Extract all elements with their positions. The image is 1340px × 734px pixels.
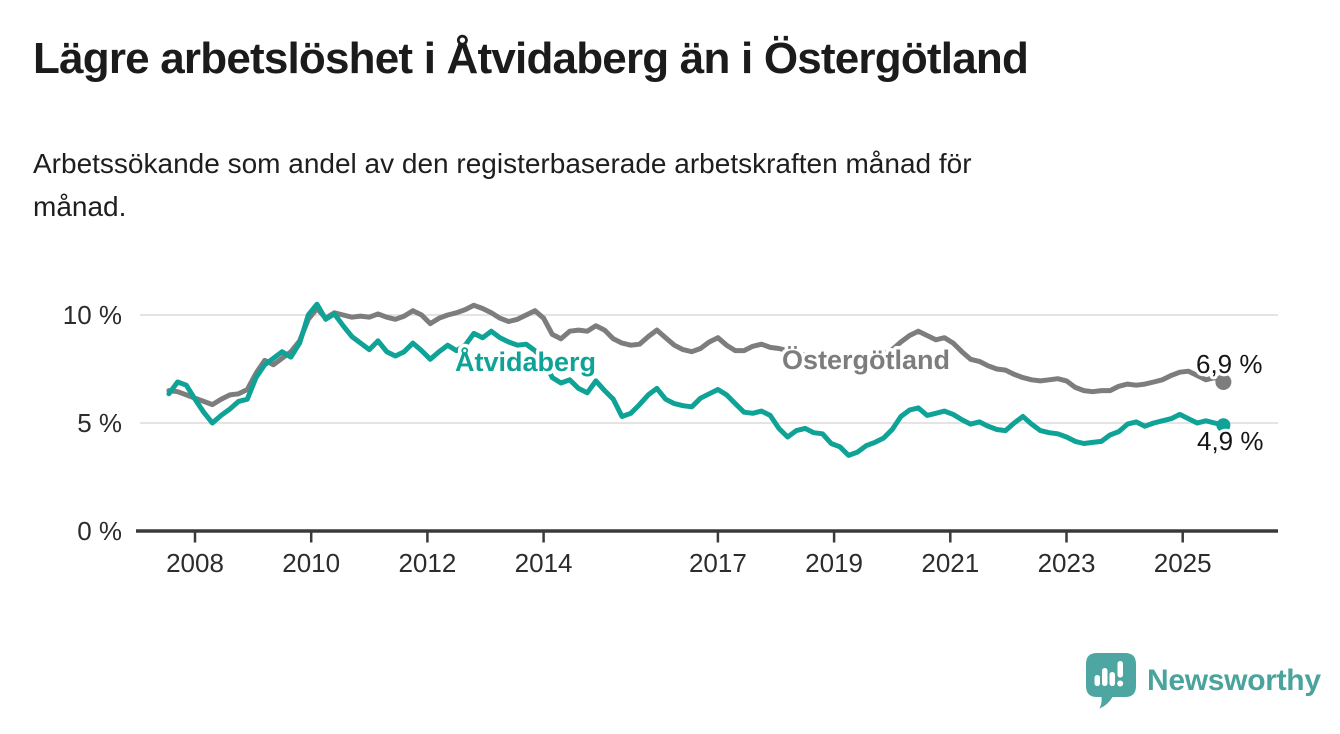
x-tick-label: 2010 xyxy=(282,548,340,578)
chart-series-lines xyxy=(166,301,1232,458)
logo-bar-1 xyxy=(1094,675,1100,686)
end-dot-ostergotland xyxy=(1215,374,1232,390)
chart-grid xyxy=(136,314,1278,543)
x-tick-label: 2017 xyxy=(689,548,747,578)
newsworthy-logo-text: Newsworthy xyxy=(1147,664,1321,697)
x-tick-label: 2019 xyxy=(805,548,863,578)
x-tick-label: 2023 xyxy=(1038,548,1096,578)
end-value-label-ostergotland: 6,9 % xyxy=(1196,349,1263,379)
end-dot-atvidaberg xyxy=(1216,418,1231,433)
series-line-ostergotland xyxy=(166,302,1226,408)
series-label-ostergotland: Östergötland xyxy=(782,345,950,375)
chart-subtitle: Arbetssökande som andel av den registerb… xyxy=(33,148,972,223)
series-line-atvidaberg xyxy=(166,301,1226,458)
chart-axis-labels: 0 % 5 % 10 % 2008 2010 2012 2014 2017 2019 2021 20… xyxy=(63,300,1212,578)
logo-bar-2 xyxy=(1102,668,1108,686)
y-tick-label: 10 % xyxy=(63,300,122,330)
newsworthy-logo: Newsworthy xyxy=(1086,653,1321,709)
logo-exclamation-stem xyxy=(1117,661,1123,678)
y-tick-label: 5 % xyxy=(77,408,122,438)
logo-bar-3 xyxy=(1109,672,1115,686)
end-value-label-atvidaberg: 4,9 % xyxy=(1197,426,1264,456)
page-title: Lägre arbetslöshet i Åtvidaberg än i Öst… xyxy=(33,34,1029,83)
x-tick-label: 2025 xyxy=(1154,548,1212,578)
x-tick-label: 2008 xyxy=(166,548,224,578)
y-tick-label: 0 % xyxy=(77,516,122,546)
logo-exclamation-dot xyxy=(1117,680,1124,687)
x-tick-label: 2021 xyxy=(921,548,979,578)
series-label-atvidaberg: Åtvidaberg xyxy=(455,346,596,377)
x-tick-label: 2012 xyxy=(398,548,456,578)
x-tick-label: 2014 xyxy=(515,548,573,578)
newsworthy-logo-icon xyxy=(1086,653,1136,709)
